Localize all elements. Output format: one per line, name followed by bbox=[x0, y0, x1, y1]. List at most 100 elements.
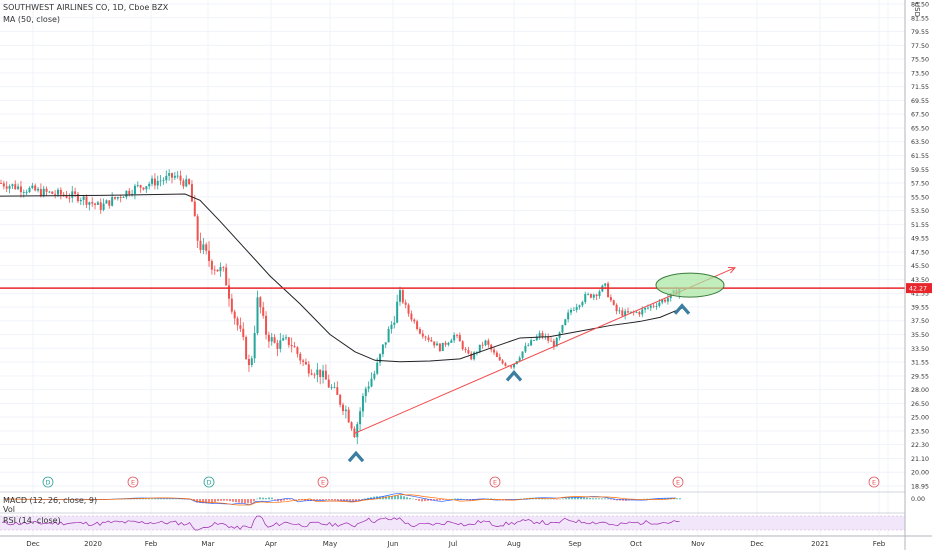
macd-bar bbox=[220, 499, 222, 501]
macd-bar bbox=[490, 498, 492, 500]
ma-legend[interactable]: MA (50, close) bbox=[3, 15, 61, 24]
macd-bar bbox=[322, 499, 324, 501]
indicator-panes bbox=[0, 491, 905, 531]
macd-bar bbox=[160, 498, 162, 500]
candle-body bbox=[453, 334, 456, 341]
candle-body bbox=[273, 337, 276, 343]
macd-bar bbox=[589, 497, 591, 500]
candle-body bbox=[607, 283, 610, 298]
grid bbox=[0, 0, 905, 536]
candle-body bbox=[527, 345, 530, 347]
candle-body bbox=[45, 188, 48, 192]
candle-body bbox=[287, 337, 290, 346]
candle-body bbox=[114, 197, 116, 199]
price-tick-label: 79.55 bbox=[911, 29, 929, 36]
macd-bar bbox=[298, 499, 300, 500]
macd-bar bbox=[205, 499, 207, 504]
candle-body bbox=[31, 185, 34, 188]
candle-body bbox=[230, 298, 233, 312]
macd-bar bbox=[412, 498, 414, 500]
candle-body bbox=[82, 196, 85, 200]
rsi-legend[interactable]: RSI (14, close) bbox=[3, 516, 61, 525]
macd-bar bbox=[262, 497, 264, 500]
candle-body bbox=[96, 202, 99, 205]
macd-bar bbox=[223, 499, 225, 501]
macd-bar bbox=[646, 498, 648, 500]
candle-body bbox=[213, 269, 216, 271]
macd-bar bbox=[355, 499, 357, 501]
macd-bar bbox=[592, 498, 594, 500]
macd-bar bbox=[568, 497, 570, 500]
time-tick-label: Sep bbox=[568, 540, 582, 548]
candle-body bbox=[193, 201, 196, 217]
candle-body bbox=[541, 333, 544, 338]
candle-body bbox=[359, 411, 362, 425]
candle-body bbox=[71, 191, 74, 198]
candle-body bbox=[162, 180, 165, 182]
candle-body bbox=[210, 260, 213, 270]
candle-body bbox=[344, 409, 347, 412]
price-tick-label: 39.55 bbox=[911, 304, 929, 311]
candle-body bbox=[532, 340, 535, 341]
macd-bar bbox=[283, 499, 285, 501]
candle-body bbox=[68, 197, 71, 199]
price-tick-label: 20.00 bbox=[911, 470, 929, 477]
candle-body bbox=[330, 387, 333, 389]
candle-body bbox=[14, 184, 17, 190]
candle-body bbox=[185, 179, 188, 187]
candle-body bbox=[655, 305, 658, 307]
macd-bar bbox=[454, 498, 456, 500]
price-tick-label: 73.50 bbox=[911, 70, 929, 77]
candle-body bbox=[205, 244, 208, 251]
candle-body bbox=[233, 311, 236, 319]
macd-bar bbox=[325, 499, 327, 501]
swing-low-chevron bbox=[347, 450, 365, 463]
candle-body bbox=[105, 200, 108, 204]
candle-body bbox=[535, 336, 538, 341]
macd-bar bbox=[562, 498, 564, 500]
candle-body bbox=[19, 186, 22, 193]
candle-body bbox=[524, 345, 527, 352]
candle-body bbox=[495, 352, 498, 357]
candle-body bbox=[615, 304, 618, 312]
macd-bar bbox=[610, 499, 612, 500]
candle-body bbox=[598, 291, 601, 296]
candle-body bbox=[447, 342, 450, 345]
price-tick-label: 75.50 bbox=[911, 57, 929, 64]
candle-body bbox=[666, 298, 669, 302]
candle-body bbox=[390, 324, 393, 330]
macd-bar bbox=[466, 499, 468, 500]
price-tick-label: 25.00 bbox=[911, 415, 929, 422]
macd-bar bbox=[598, 498, 600, 500]
macd-bar bbox=[658, 498, 660, 500]
candle-body bbox=[364, 388, 367, 397]
candle-body bbox=[285, 337, 287, 339]
macd-bar bbox=[358, 499, 360, 501]
macd-bar bbox=[664, 498, 666, 500]
price-tick-label: 53.50 bbox=[911, 208, 929, 215]
macd-bar bbox=[157, 498, 159, 500]
candle-body bbox=[376, 362, 379, 374]
price-tick-label: 26.50 bbox=[911, 401, 929, 408]
time-tick-label: Jul bbox=[448, 540, 458, 548]
candle-body bbox=[245, 337, 248, 359]
macd-bar bbox=[142, 498, 144, 500]
macd-bar bbox=[556, 499, 558, 500]
candle-body bbox=[216, 269, 219, 272]
candle-body bbox=[228, 285, 230, 299]
candle-body bbox=[618, 310, 621, 312]
candle-body bbox=[59, 189, 62, 195]
volume-legend[interactable]: Vol bbox=[3, 505, 15, 514]
candle-body bbox=[498, 356, 501, 361]
macd-bar bbox=[457, 498, 459, 500]
macd-legend[interactable]: MACD (12, 26, close, 9) bbox=[3, 496, 98, 505]
macd-bar bbox=[175, 498, 177, 500]
dividend-marker-letter: D bbox=[45, 479, 50, 487]
macd-bar bbox=[214, 499, 216, 502]
candle-body bbox=[624, 311, 627, 316]
candle-body bbox=[319, 369, 322, 378]
candle-body bbox=[276, 342, 279, 349]
candle-body bbox=[256, 297, 259, 334]
macd-bar bbox=[148, 498, 150, 500]
